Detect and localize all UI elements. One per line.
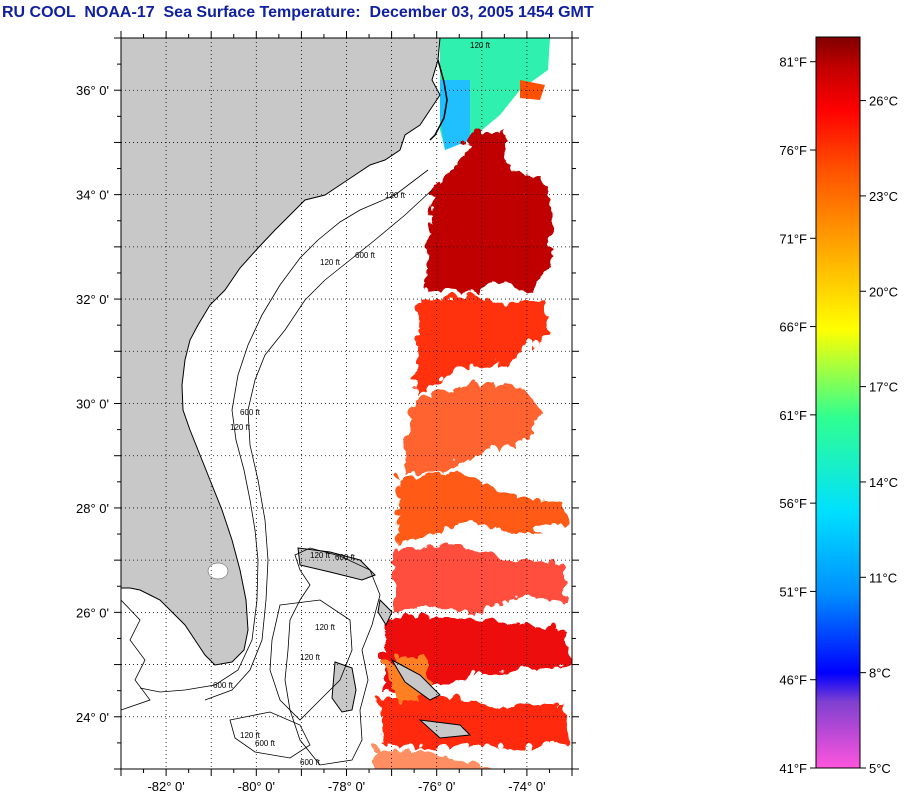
contour-label-120-d: 120 ft [230, 423, 251, 432]
contour-label-600-f: 600 ft [300, 758, 321, 767]
bahamas [297, 547, 472, 739]
contour-label-120-e: 120 ft [310, 551, 331, 560]
colorbar-label-f: 56°F [779, 496, 807, 511]
colorbar-label-c: 14°C [869, 475, 898, 490]
contour-label-600-e: 600 ft [255, 739, 276, 748]
map-title: RU COOL NOAA-17 Sea Surface Temperature:… [2, 4, 594, 21]
contour-label-120-b: 120 ft [385, 191, 406, 200]
contour-label-600-b: 600 ft [240, 408, 261, 417]
lon-label: -76° 0' [418, 779, 455, 794]
colorbar-fahrenheit-labels: 81°F 76°F 71°F 66°F 61°F 56°F 51°F 46°F 41°F [779, 55, 807, 776]
colorbar-label-c: 23°C [869, 189, 898, 204]
contour-label-600-d: 600 ft [335, 553, 356, 562]
colorbar-label-c: 8°C [869, 666, 891, 681]
lat-label: 26° 0' [76, 605, 109, 620]
colorbar-label-c: 20°C [869, 284, 898, 299]
contour-label-120: 120 ft [470, 41, 491, 50]
lat-label: 28° 0' [76, 501, 109, 516]
colorbar-label-f: 46°F [779, 673, 807, 688]
lat-label: 34° 0' [76, 188, 109, 203]
lon-label: -80° 0' [238, 779, 275, 794]
lake-okeechobee [207, 562, 229, 580]
colorbar-label-f: 66°F [779, 320, 807, 335]
colorbar-ticks [810, 61, 866, 769]
colorbar-label-f: 51°F [779, 584, 807, 599]
us-mainland [121, 38, 441, 666]
lat-label: 30° 0' [76, 397, 109, 412]
colorbar-label-c: 5°C [869, 761, 891, 776]
lon-label: -82° 0' [147, 779, 184, 794]
colorbar-label-f: 71°F [779, 231, 807, 246]
colorbar [815, 36, 861, 769]
colorbar-label-f: 41°F [779, 761, 807, 776]
contour-label-120-f: 120 ft [315, 623, 336, 632]
contour-label-600: 600 ft [355, 251, 376, 260]
map-axis-ticks [114, 31, 579, 776]
colorbar-label-f: 81°F [779, 55, 807, 70]
colorbar-label-f: 76°F [779, 143, 807, 158]
contour-label-600-c: 600 ft [213, 681, 234, 690]
colorbar-label-f: 61°F [779, 408, 807, 423]
contour-label-120-h: 120 ft [240, 731, 261, 740]
lat-label: 24° 0' [76, 710, 109, 725]
contour-label-120-c: 120 ft [320, 258, 341, 267]
contour-labels: 120 ft 120 ft 600 ft 120 ft 120 ft 600 f… [213, 41, 491, 767]
bathymetry-contours [121, 169, 433, 766]
colorbar-label-c: 11°C [869, 570, 897, 585]
lon-label: -78° 0' [328, 779, 365, 794]
contour-label-120-g: 120 ft [300, 653, 321, 662]
lat-label: 36° 0' [76, 83, 109, 98]
colorbar-label-c: 17°C [869, 380, 898, 395]
lon-label: -74° 0' [508, 779, 545, 794]
longitude-labels: -82° 0' -80° 0' -78° 0' -76° 0' -74° 0' [147, 779, 545, 794]
colorbar-celsius-labels: 26°C 23°C 20°C 17°C 14°C 11°C 8°C 5°C [869, 94, 898, 776]
lat-label: 32° 0' [76, 292, 109, 307]
latitude-labels: 24° 0' 26° 0' 28° 0' 30° 0' 32° 0' 34° 0' 36° … [76, 83, 109, 725]
colorbar-label-c: 26°C [869, 94, 898, 109]
outer-banks [429, 59, 448, 141]
